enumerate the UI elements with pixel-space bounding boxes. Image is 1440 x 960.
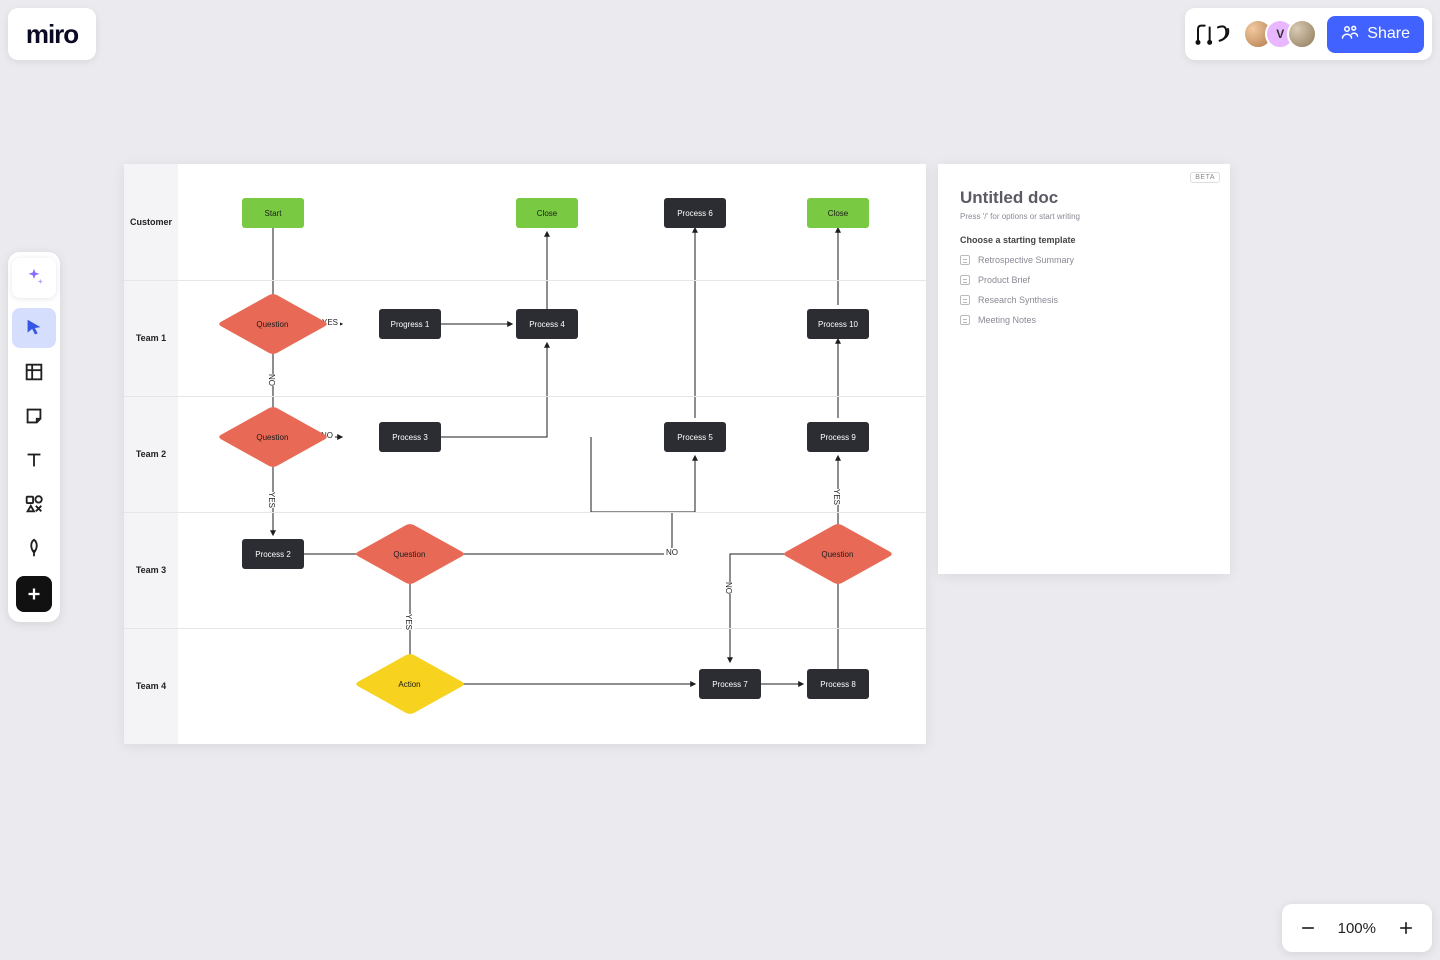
node-label: Action — [399, 679, 421, 688]
flow-process-node[interactable]: Close — [807, 198, 869, 228]
edge-label: NO — [664, 548, 680, 557]
node-label: Question — [257, 320, 289, 329]
doc-panel[interactable]: BETA Untitled doc Press '/' for options … — [938, 164, 1230, 574]
add-tool[interactable] — [16, 576, 52, 612]
avatar[interactable] — [1287, 19, 1317, 49]
lane-divider — [124, 280, 926, 281]
flow-process-node[interactable]: Process 5 — [664, 422, 726, 452]
sticky-note-tool[interactable] — [12, 396, 56, 436]
zoom-out-button[interactable] — [1290, 910, 1326, 946]
flow-process-node[interactable]: Process 8 — [807, 669, 869, 699]
template-label: Meeting Notes — [978, 315, 1036, 325]
doc-hint: Press '/' for options or start writing — [960, 212, 1208, 221]
flow-process-node[interactable]: Process 7 — [699, 669, 761, 699]
flow-decision-node[interactable]: Question — [782, 523, 894, 585]
flow-process-node[interactable]: Process 2 — [242, 539, 304, 569]
node-label: Question — [822, 550, 854, 559]
lane-divider — [124, 628, 926, 629]
doc-title[interactable]: Untitled doc — [960, 188, 1208, 208]
zoom-level[interactable]: 100% — [1332, 920, 1382, 937]
flow-decision-node[interactable]: Question — [354, 523, 466, 585]
doc-beta-badge: BETA — [1190, 172, 1220, 183]
doc-template-item[interactable]: Meeting Notes — [960, 315, 1208, 325]
doc-template-item[interactable]: Retrospective Summary — [960, 255, 1208, 265]
left-toolbar — [8, 252, 60, 622]
share-button[interactable]: Share — [1327, 16, 1424, 53]
flow-decision-node[interactable]: Question — [217, 406, 329, 468]
text-tool[interactable] — [12, 440, 56, 480]
select-tool[interactable] — [12, 308, 56, 348]
zoom-in-button[interactable] — [1388, 910, 1424, 946]
lane-label[interactable]: Team 3 — [124, 512, 178, 628]
flow-decision-node[interactable]: Action — [354, 653, 466, 715]
doc-template-item[interactable]: Research Synthesis — [960, 295, 1208, 305]
app-logo: miro — [26, 19, 78, 50]
flow-process-node[interactable]: Process 4 — [516, 309, 578, 339]
top-right-cluster: V Share — [1185, 8, 1432, 60]
flow-process-node[interactable]: Process 9 — [807, 422, 869, 452]
node-label: Question — [394, 550, 426, 559]
edge-label: NO — [265, 374, 278, 386]
template-icon — [960, 315, 970, 325]
share-people-icon — [1341, 24, 1359, 45]
avatar-stack[interactable]: V — [1243, 19, 1317, 49]
edge-label: NO — [722, 582, 735, 594]
flow-process-node[interactable]: Process 6 — [664, 198, 726, 228]
lane-label[interactable]: Team 1 — [124, 280, 178, 396]
lane-label[interactable]: Customer — [124, 164, 178, 280]
doc-template-item[interactable]: Product Brief — [960, 275, 1208, 285]
lane-label[interactable]: Team 4 — [124, 628, 178, 744]
template-label: Research Synthesis — [978, 295, 1058, 305]
flow-process-node[interactable]: Process 3 — [379, 422, 441, 452]
edge-label: YES — [402, 614, 415, 630]
template-icon — [960, 275, 970, 285]
template-label: Retrospective Summary — [978, 255, 1074, 265]
doc-template-list: Retrospective Summary Product Brief Resear… — [960, 255, 1208, 325]
share-label: Share — [1367, 25, 1410, 43]
frame-tool[interactable] — [12, 352, 56, 392]
lane-divider — [124, 512, 926, 513]
flow-process-node[interactable]: Start — [242, 198, 304, 228]
template-label: Product Brief — [978, 275, 1030, 285]
flow-process-node[interactable]: Progress 1 — [379, 309, 441, 339]
template-icon — [960, 255, 970, 265]
ai-sparkle-button[interactable] — [12, 258, 56, 298]
template-icon — [960, 295, 970, 305]
flow-decision-node[interactable]: Question — [217, 293, 329, 355]
flow-edges — [124, 164, 926, 744]
doc-templates-title: Choose a starting template — [960, 235, 1208, 245]
edge-label: YES — [265, 492, 278, 508]
shapes-tool[interactable] — [12, 484, 56, 524]
pen-tool[interactable] — [12, 528, 56, 568]
logo-card[interactable]: miro — [8, 8, 96, 60]
swimlane-board[interactable]: CustomerTeam 1Team 2Team 3Team 4 YES NO NO Y… — [124, 164, 926, 744]
node-label: Question — [257, 433, 289, 442]
lane-divider — [124, 396, 926, 397]
zoom-control: 100% — [1282, 904, 1432, 952]
edge-label: YES — [830, 489, 843, 505]
music-icon[interactable] — [1193, 16, 1233, 52]
flow-process-node[interactable]: Process 10 — [807, 309, 869, 339]
flow-process-node[interactable]: Close — [516, 198, 578, 228]
lane-label[interactable]: Team 2 — [124, 396, 178, 512]
